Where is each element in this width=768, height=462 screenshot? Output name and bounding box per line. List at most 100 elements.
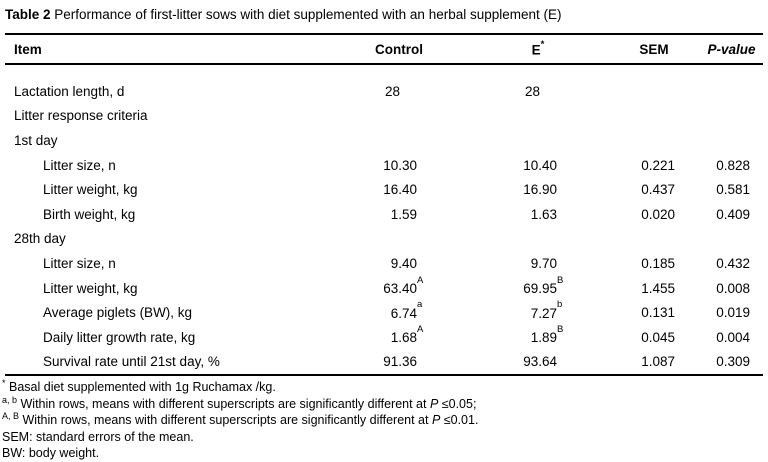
table-row: Lactation length, d 28 28 [5,79,763,104]
cell-value: 1.455 [641,280,675,296]
cell-value: 69.95B [523,274,564,297]
cell-value: 0.131 [641,305,675,321]
cell-value: 1.63 [530,206,557,222]
cell-e: 9.70 [468,251,608,276]
cell-p: 0.432 [700,251,763,276]
cell-value: 1.59 [390,206,417,222]
row-label: Birth weight, kg [43,206,136,222]
table-row: Survival rate until 21st day, % 91.36 93.6… [5,350,763,376]
row-label: 1st day [14,132,58,148]
cell-e: 10.40 [468,153,608,178]
cell-value: 7.27b [530,299,563,321]
cell-value: 0.019 [716,305,750,321]
cell-value: 93.64 [523,354,557,370]
row-label: Litter size, n [43,157,116,173]
col-header-e-text: E [531,42,541,58]
cell-control: 1.68A [330,323,468,350]
cell-value: 0.437 [641,182,675,198]
cell-sem: 0.185 [608,251,700,276]
cell-p: 0.309 [700,350,763,376]
cell-control: 63.40A [330,274,468,301]
cell-e: 93.64 [468,350,608,376]
cell-e: 1.63 [468,202,608,227]
cell-value: 0.045 [641,329,675,345]
footnote-line: a, b Within rows, means with different s… [2,394,477,411]
cell-control: 10.30 [330,153,468,178]
cell-value: 10.30 [383,157,417,173]
cell-sem [608,128,700,153]
cell-sem: 0.437 [608,177,700,202]
cell-control: 1.59 [330,202,468,227]
cell-value: 0.004 [716,329,750,345]
results-table: Item Control E* SEM P-value Lactation le… [5,33,763,377]
cell-value: 63.40A [383,274,424,297]
cell-p: 0.581 [700,177,763,202]
row-label: Litter weight, kg [43,182,138,198]
table-caption: Performance of first-litter sows with di… [50,7,562,22]
table-row: Average piglets (BW), kg 6.74a 7.27b 0.131 0… [5,299,763,325]
row-label: Survival rate until 21st day, % [43,354,220,370]
cell-value: 0.221 [641,157,675,173]
italic-p: P [429,396,439,411]
cell-p: 0.019 [700,300,763,325]
cell-sem [608,227,700,252]
cell-p [700,128,763,153]
cell-sem: 0.221 [608,153,700,178]
cell-e [468,104,608,129]
table-row: Litter size, n 9.40 9.70 0.185 0.432 [5,251,763,276]
cell-p [700,227,763,252]
cell-sem: 0.045 [608,325,700,350]
cell-value: 0.008 [716,280,750,296]
footnote-line: A, B Within rows, means with different s… [2,410,479,427]
cell-value: 0.581 [716,182,750,198]
footnote-marker: * [2,377,6,388]
cell-p [700,79,763,104]
col-header-item: Item [5,33,330,65]
row-label: Lactation length, d [14,83,125,99]
row-label: Average piglets (BW), kg [43,305,193,321]
cell-control: 9.40 [330,251,468,276]
col-header-control: Control [330,33,468,65]
cell-e: 69.95B [468,274,608,301]
cell-control [330,128,468,153]
cell-value: 1.68A [390,323,424,346]
row-label: Daily litter growth rate, kg [43,329,196,345]
table-row: Daily litter growth rate, kg 1.68A 1.89B 0.… [5,323,763,350]
cell-value: 0.309 [716,354,750,370]
cell-control: 16.40 [330,177,468,202]
cell-value: 28 [524,83,540,99]
table-label: Table 2 [5,7,51,22]
cell-value: 16.90 [523,182,557,198]
cell-value: 0.020 [641,206,675,222]
cell-sem [608,104,700,129]
cell-control: 6.74a [330,299,468,325]
col-header-e: E* [468,33,608,65]
cell-p: 0.008 [700,276,763,301]
cell-value: 28 [384,83,400,99]
cell-e: 7.27b [468,299,608,325]
cell-value: 91.36 [383,354,417,370]
row-label: Litter response criteria [14,108,148,124]
cell-e: 28 [468,79,608,104]
cell-value: 9.40 [390,255,417,271]
row-label: 28th day [14,231,66,247]
cell-sem: 1.455 [608,276,700,301]
table-row: 28th day [5,227,763,252]
table-body: Lactation length, d 28 28 Litter response c… [5,64,763,375]
table-row: Birth weight, kg 1.59 1.63 0.020 0.409 [5,202,763,227]
cell-sem: 0.131 [608,300,700,325]
table-row: Litter response criteria [5,104,763,129]
cell-value: 1.087 [641,354,675,370]
cell-control [330,227,468,252]
cell-value: 6.74a [390,299,423,321]
table-row: Litter size, n 10.30 10.40 0.221 0.828 [5,153,763,178]
cell-sem: 0.020 [608,202,700,227]
cell-sem: 1.087 [608,350,700,376]
cell-value: 0.409 [716,206,750,222]
spacer-row [5,64,763,79]
col-header-pvalue: P-value [700,33,763,65]
cell-p: 0.004 [700,325,763,350]
footnote-marker: A, B [2,410,20,421]
cell-e: 16.90 [468,177,608,202]
row-label: Litter size, n [43,255,116,271]
